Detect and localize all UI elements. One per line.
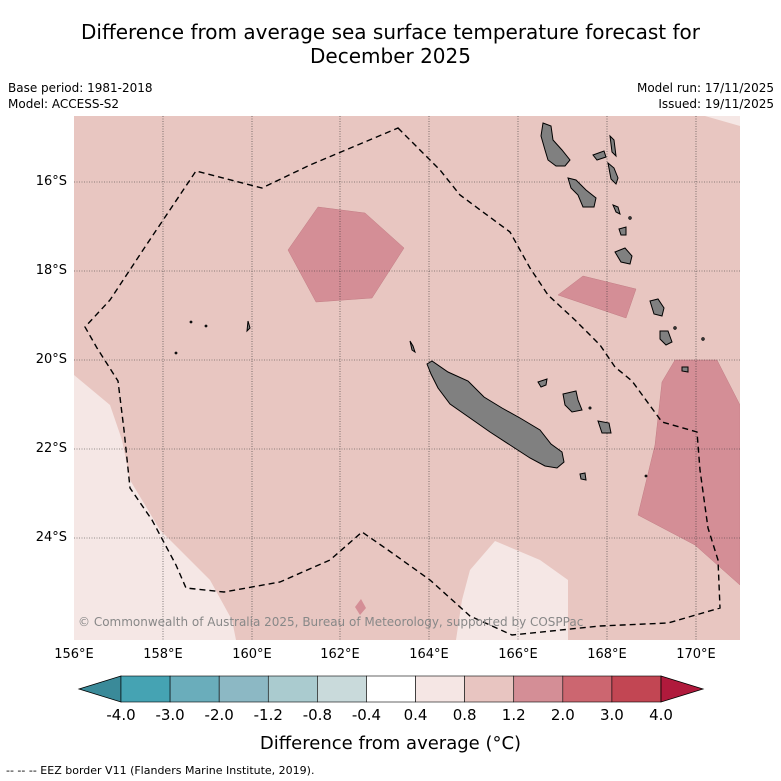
warm-patch-east (557, 275, 637, 319)
island-mare (597, 420, 612, 434)
island-aneityum (681, 366, 689, 373)
islands (174, 122, 705, 481)
island-chesterfield (246, 320, 251, 333)
colorbar-segment (120, 675, 171, 703)
new-caledonia-grande-terre (426, 360, 565, 469)
colorbar-segment (513, 675, 564, 703)
lat-label-22s: 22°S (35, 441, 67, 456)
colorbar-tick-label: 2.0 (550, 706, 575, 724)
issued-date: Issued: 19/11/2025 (658, 97, 774, 111)
map-title: Difference from average sea surface temp… (0, 20, 781, 68)
warm-patch-small (355, 599, 366, 615)
island-ouvea (537, 378, 548, 388)
colorbar-segment (267, 675, 318, 703)
eez-border (84, 127, 721, 636)
colorbar-tick-label: -0.4 (351, 706, 382, 724)
meta-left: Base period: 1981-2018 Model: ACCESS-S2 (8, 80, 153, 112)
colorbar-segment (317, 675, 367, 703)
model-name: Model: ACCESS-S2 (8, 97, 120, 111)
colorbar-segment (218, 675, 269, 703)
colorbar-segment (611, 675, 662, 703)
colorbar (77, 675, 705, 703)
island-isle-of-pines (579, 472, 587, 481)
colorbar-tick-label: 0.4 (403, 706, 428, 724)
lon-label-166e: 166°E (498, 647, 538, 662)
lon-label-156e: 156°E (54, 647, 94, 662)
island-lifou (562, 390, 583, 413)
meta-right: Model run: 17/11/2025 Issued: 19/11/2025 (637, 80, 774, 112)
lat-label-20s: 20°S (35, 352, 67, 367)
island-epi (612, 204, 621, 215)
island-espiritu-santo (540, 122, 571, 167)
island-belep (409, 340, 416, 354)
anomaly-neutral-south (456, 541, 568, 640)
lon-label-168e: 168°E (587, 647, 627, 662)
island-tanna (659, 330, 673, 346)
island-pentecost (609, 134, 617, 158)
lon-label-158e: 158°E (143, 647, 183, 662)
lon-label-162e: 162°E (320, 647, 360, 662)
copyright-text: © Commonwealth of Australia 2025, Bureau… (78, 615, 583, 629)
colorbar-segment (366, 675, 416, 703)
colorbar-tick-label: 3.0 (599, 706, 624, 724)
colorbar-segment (562, 675, 613, 703)
colorbar-tick-label: -1.2 (253, 706, 283, 724)
gridlines (74, 116, 740, 640)
island-maewo (592, 150, 607, 161)
colorbar-tick-label: -0.8 (302, 706, 332, 724)
lon-label-160e: 160°E (232, 647, 272, 662)
model-run: Model run: 17/11/2025 (636, 81, 774, 95)
colorbar-label: Difference from average (°C) (259, 733, 522, 754)
eez-legend-note: -- -- -- EEZ border V11 (Flanders Marine… (6, 764, 315, 777)
map-area: © Commonwealth of Australia 2025, Bureau… (74, 116, 740, 640)
title-line-2: December 2025 (310, 44, 471, 68)
island-ambrym (607, 161, 619, 185)
lat-label-16s: 16°S (35, 174, 67, 189)
colorbar-extend-low (77, 675, 122, 703)
island-shepherds (618, 226, 627, 236)
island-efate (614, 247, 633, 265)
anomaly-neutral-west (74, 375, 236, 640)
colorbar-segment (464, 675, 515, 703)
title-line-1: Difference from average sea surface temp… (80, 20, 700, 44)
warm-patch-southeast (637, 359, 740, 586)
colorbar-tick-label: 1.2 (501, 706, 526, 724)
colorbar-tick-label: -3.0 (155, 706, 185, 724)
lat-label-24s: 24°S (35, 530, 67, 545)
colorbar-tick-label: 4.0 (649, 706, 673, 724)
colorbar-tick-label: 0.8 (452, 706, 477, 724)
colorbar-tick-label: -4.0 (106, 706, 136, 724)
colorbar-segment (169, 675, 220, 703)
lon-label-170e: 170°E (676, 647, 716, 662)
colorbar-extend-high (660, 675, 705, 703)
island-malakula (567, 177, 597, 208)
colorbar-tick-label: -2.0 (204, 706, 234, 724)
base-period: Base period: 1981-2018 (8, 81, 153, 95)
island-erromango (649, 298, 665, 317)
lon-label-164e: 164°E (409, 647, 449, 662)
colorbar-segment (415, 675, 465, 703)
lat-label-18s: 18°S (35, 263, 67, 278)
warm-patch-north (287, 206, 405, 303)
anomaly-neutral-ne (705, 116, 740, 126)
